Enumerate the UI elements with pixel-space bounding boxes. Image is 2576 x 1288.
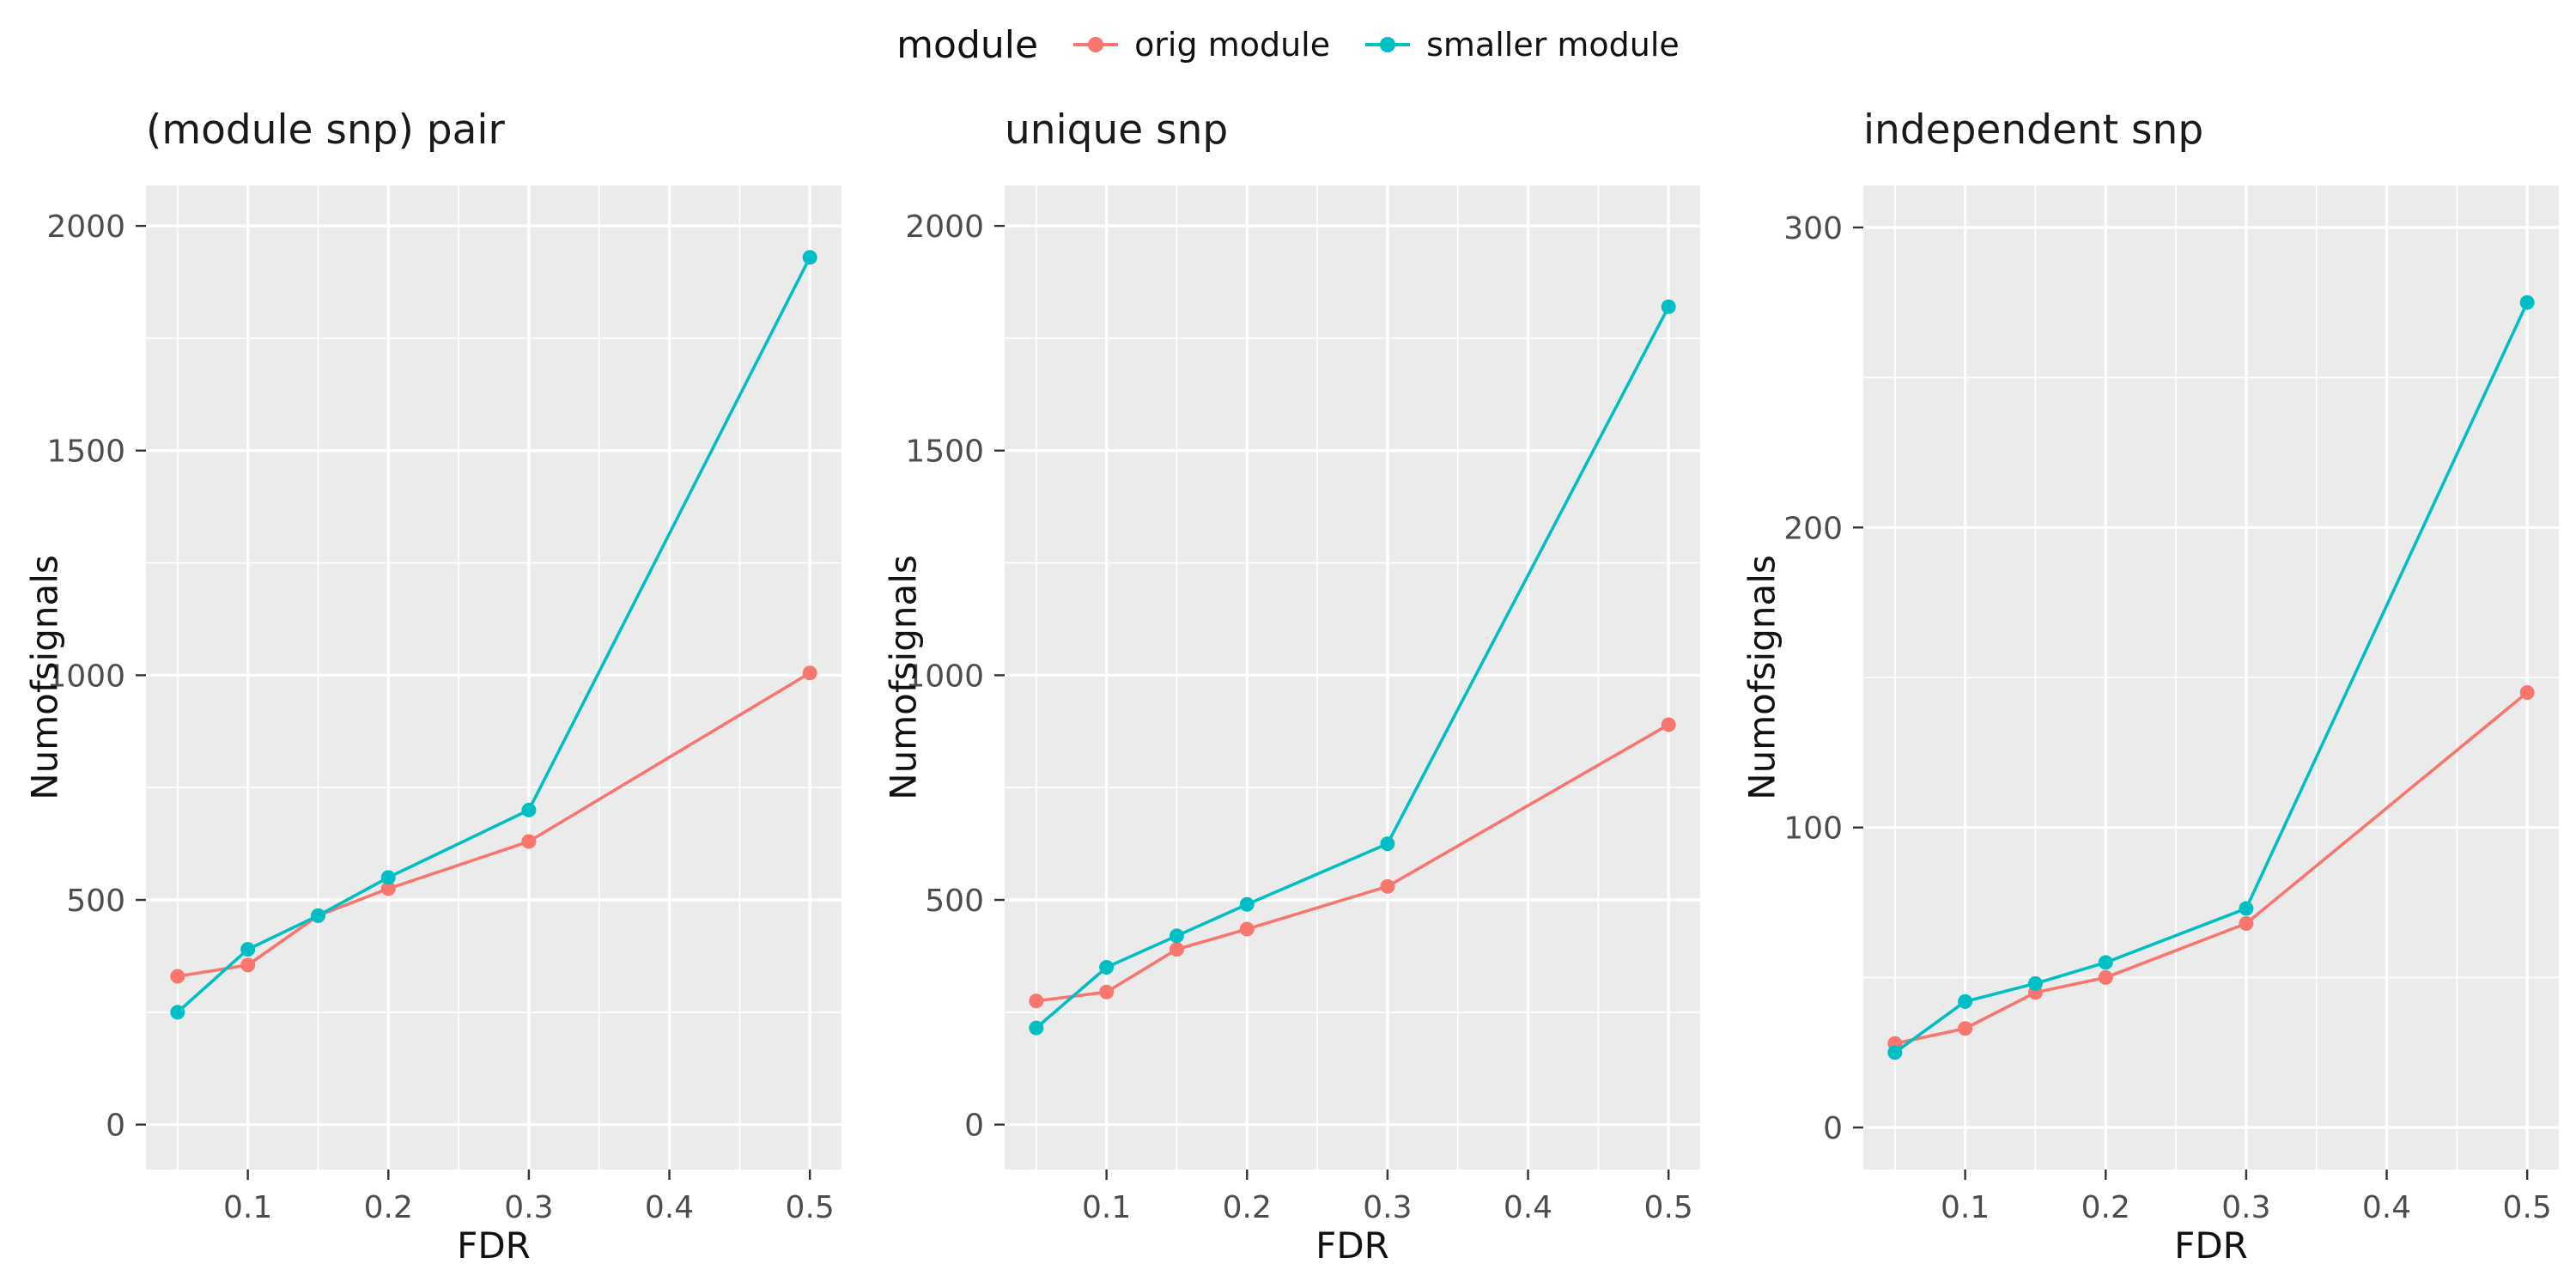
data-point-orig-module (2239, 916, 2254, 931)
y-tick-label: 100 (1783, 811, 1843, 847)
x-tick-label: 0.3 (1363, 1190, 1412, 1225)
legend-entry-orig-module: orig module (1071, 26, 1330, 64)
data-point-smaller-module (380, 870, 396, 885)
data-point-orig-module (380, 881, 396, 896)
panel-module-snp-pair: 0.1 0.2 0.3 0.4 0.5 0 500 1000 1500 2000 (module … (0, 77, 859, 1288)
legend-key-smaller-module-icon (1365, 37, 1411, 52)
y-tick-label: 2000 (905, 210, 984, 245)
x-tick-label: 0.4 (1504, 1190, 1552, 1225)
plot-area: 0.1 0.2 0.3 0.4 0.5 0 500 1000 1500 2000 (905, 185, 1700, 1225)
chart-title: unique snp (1005, 106, 1229, 154)
y-axis-label: Numofsignals (23, 555, 66, 800)
chart-title: (module snp) pair (146, 106, 505, 154)
data-point-orig-module (2519, 684, 2535, 700)
legend-entry-label: smaller module (1426, 26, 1680, 64)
chart-title: independent snp (1863, 106, 2204, 154)
panel-independent-snp: 0.1 0.2 0.3 0.4 0.5 0 100 200 300 independent sn… (1717, 77, 2576, 1288)
x-tick-label: 0.5 (1644, 1190, 1693, 1225)
y-tick-label: 0 (106, 1109, 125, 1144)
panel-background (146, 185, 841, 1170)
y-tick-label: 1000 (46, 659, 125, 694)
x-tick-label: 0.2 (1223, 1190, 1272, 1225)
data-point-orig-module (1169, 942, 1184, 957)
y-tick-label: 200 (1783, 511, 1843, 546)
data-point-orig-module (1239, 921, 1255, 937)
series-line-orig-module (176, 671, 811, 978)
x-tick-label: 0.3 (504, 1190, 553, 1225)
data-point-orig-module (240, 957, 256, 973)
legend: module orig module smaller module (0, 0, 2576, 77)
legend-entry-label: orig module (1134, 26, 1331, 64)
y-tick-label: 500 (925, 884, 984, 919)
x-tick-label: 0.5 (2503, 1190, 2552, 1225)
data-point-smaller-module (1099, 960, 1115, 975)
x-tick-label: 0.1 (1941, 1190, 1990, 1225)
panel-unique-snp: 0.1 0.2 0.3 0.4 0.5 0 500 1000 1500 2000 unique s… (859, 77, 1717, 1288)
legend-entry-smaller-module: smaller module (1363, 26, 1680, 64)
data-point-orig-module (1380, 878, 1395, 894)
x-axis-label: FDR (2174, 1224, 2248, 1267)
data-point-orig-module (802, 665, 817, 681)
data-point-smaller-module (240, 942, 256, 957)
data-point-orig-module (521, 834, 537, 849)
series-line-smaller-module (1035, 305, 1670, 1030)
x-tick-label: 0.1 (223, 1190, 272, 1225)
x-tick-label: 0.4 (645, 1190, 694, 1225)
y-tick-label: 1500 (46, 434, 125, 470)
data-point-orig-module (1661, 717, 1676, 732)
plot-area: 0.1 0.2 0.3 0.4 0.5 0 100 200 300 (1783, 185, 2559, 1225)
y-tick-label: 0 (1823, 1111, 1843, 1146)
data-point-smaller-module (1958, 993, 1973, 1009)
data-point-smaller-module (2027, 975, 2043, 991)
y-tick-label: 2000 (46, 210, 125, 245)
data-point-smaller-module (2239, 901, 2254, 916)
y-axis-label: Numofsignals (882, 555, 925, 800)
data-point-smaller-module (1239, 896, 1255, 912)
data-point-smaller-module (2519, 295, 2535, 310)
data-point-smaller-module (170, 1005, 185, 1020)
y-tick-label: 0 (964, 1109, 984, 1144)
series-line-orig-module (1893, 690, 2529, 1046)
x-axis-label: FDR (1315, 1224, 1389, 1267)
data-point-smaller-module (521, 802, 537, 817)
data-point-smaller-module (1169, 928, 1184, 944)
series-line-orig-module (1035, 723, 1670, 1003)
x-tick-label: 0.4 (2362, 1190, 2411, 1225)
x-tick-label: 0.2 (364, 1190, 413, 1225)
data-point-smaller-module (1380, 836, 1395, 852)
y-tick-label: 1500 (905, 434, 984, 470)
panel-background (1005, 185, 1700, 1170)
data-point-orig-module (1099, 984, 1115, 999)
y-tick-label: 500 (66, 884, 125, 919)
data-point-smaller-module (802, 250, 817, 265)
legend-title: module (896, 22, 1039, 67)
y-tick-label: 300 (1783, 211, 1843, 246)
y-axis-label: Numofsignals (1741, 555, 1783, 800)
x-tick-label: 0.1 (1082, 1190, 1131, 1225)
data-point-orig-module (1958, 1021, 1973, 1036)
plot-area: 0.1 0.2 0.3 0.4 0.5 0 500 1000 1500 2000 (46, 185, 841, 1225)
x-axis-label: FDR (457, 1224, 531, 1267)
data-point-orig-module (1029, 993, 1044, 1009)
data-point-smaller-module (2098, 955, 2113, 970)
series-line-smaller-module (1893, 301, 2529, 1054)
y-tick-label: 1000 (905, 659, 984, 694)
x-tick-label: 0.3 (2221, 1190, 2270, 1225)
data-point-smaller-module (1887, 1045, 1903, 1060)
data-point-orig-module (2098, 969, 2113, 985)
series-line-smaller-module (176, 255, 811, 1014)
data-point-smaller-module (1661, 299, 1676, 314)
x-tick-label: 0.2 (2081, 1190, 2130, 1225)
charts-row: 0.1 0.2 0.3 0.4 0.5 0 500 1000 1500 2000 (module … (0, 77, 2576, 1288)
legend-key-point (1380, 37, 1396, 52)
legend-key-point (1088, 37, 1104, 52)
data-point-smaller-module (1029, 1020, 1044, 1036)
data-point-smaller-module (310, 908, 325, 923)
x-tick-label: 0.5 (786, 1190, 835, 1225)
legend-key-orig-module-icon (1073, 37, 1119, 52)
data-point-orig-module (170, 969, 185, 984)
